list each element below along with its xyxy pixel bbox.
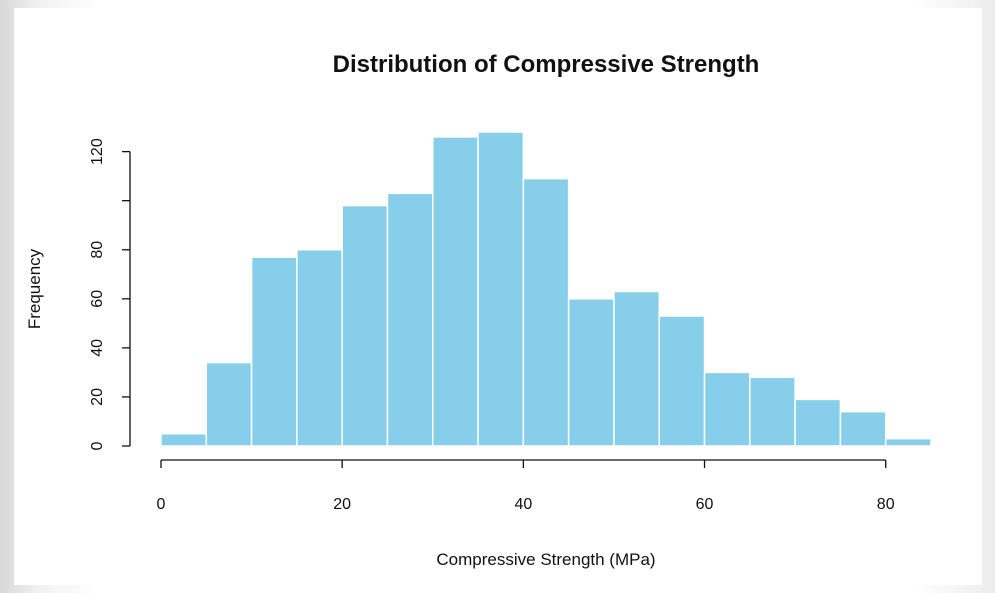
histogram-bar [658,315,706,447]
histogram-bar [522,177,570,447]
histogram-bar [296,249,343,447]
bars-group [160,131,932,447]
y-tick-label: 0 [89,441,106,450]
histogram-bar [205,361,253,447]
histogram-bar [160,432,208,447]
x-tick-label: 60 [696,496,714,513]
histogram-bar [794,398,842,447]
histogram-bar [884,437,932,447]
y-tick-label: 40 [89,339,106,357]
histogram-bar [250,256,298,447]
x-tick-label: 80 [877,496,895,513]
y-axis-label: Frequency [25,248,44,329]
x-axis: 0 20 40 60 80 [157,459,895,513]
x-tick-label: 0 [157,496,166,513]
histogram-bar [749,376,796,447]
histogram-bar [839,410,887,447]
histogram-bar [386,192,434,447]
histogram-bar [477,131,525,447]
y-tick-label: 120 [89,138,106,165]
histogram-bar [341,204,389,447]
histogram-bar [567,298,615,447]
y-tick-label: 20 [89,388,106,406]
y-tick-label: 80 [89,241,106,259]
x-tick-label: 20 [333,496,351,513]
x-tick-label: 40 [514,496,532,513]
histogram-bar [703,371,751,447]
y-axis: 0 20 40 60 80 120 [89,138,131,450]
histogram-bar [432,136,479,447]
y-tick-label: 60 [89,290,106,308]
chart-title: Distribution of Compressive Strength [333,51,760,78]
x-axis-label: Compressive Strength (MPa) [436,550,655,569]
histogram-bar [613,290,660,447]
